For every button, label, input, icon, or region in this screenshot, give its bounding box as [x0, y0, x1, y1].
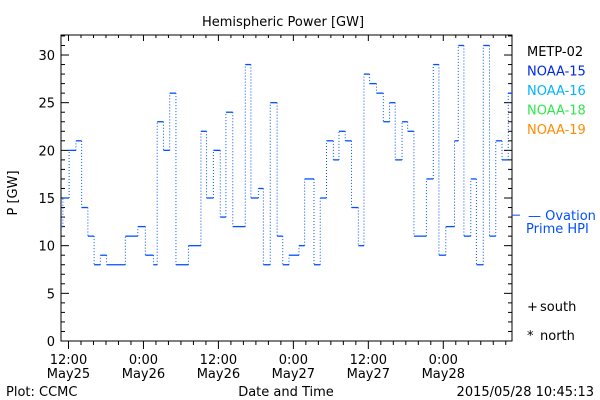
x-tick-label-date: May26	[197, 367, 240, 382]
ovation-reference: — Ovation Prime HPI	[512, 209, 596, 237]
legend: METP-02 NOAA-15 NOAA-16 NOAA-18 NOAA-19 + sout…	[527, 45, 586, 344]
x-tick-label-time: 0:00	[129, 353, 158, 368]
footer-left: Plot: CCMC	[6, 385, 77, 400]
legend-entry: NOAA-15	[527, 65, 586, 80]
x-tick-label-time: 12:00	[50, 353, 87, 368]
chart-title: Hemispheric Power [GW]	[202, 15, 364, 30]
x-tick-label-date: May27	[272, 367, 315, 382]
footer-timestamp: 2015/05/28 10:45:13	[457, 385, 594, 400]
y-tick-label: 10	[38, 240, 55, 255]
legend-entry: NOAA-18	[527, 104, 586, 119]
legend-marker-label: north	[540, 329, 575, 344]
legend-marker-label: south	[540, 300, 576, 315]
y-tick-label: 5	[47, 287, 55, 302]
y-tick-label: 15	[38, 192, 55, 207]
ovation-label-1: — Ovation	[528, 209, 596, 224]
x-tick-label-date: May26	[122, 367, 165, 382]
y-axis-label: P [GW]	[6, 170, 21, 215]
x-tick-labels: 12:00May250:00May2612:00May260:00May2712…	[47, 353, 465, 382]
plot-frame	[60, 34, 513, 342]
x-axis-label: Date and Time	[238, 385, 334, 400]
x-tick-label-date: May25	[47, 367, 90, 382]
axes	[60, 34, 513, 349]
x-tick-label-time: 0:00	[429, 353, 458, 368]
y-tick-label: 30	[38, 49, 55, 64]
x-tick-label-date: May27	[347, 367, 390, 382]
x-tick-label-time: 0:00	[279, 353, 308, 368]
y-tick-label: 20	[38, 144, 55, 159]
ovation-label-2: Prime HPI	[526, 222, 589, 237]
y-tick-labels: 0 5 10 15 20 25 30	[38, 49, 55, 350]
legend-entry: NOAA-16	[527, 84, 586, 99]
x-tick-label-time: 12:00	[200, 353, 237, 368]
legend-entry: METP-02	[527, 45, 583, 60]
y-tick-label: 0	[47, 335, 55, 350]
legend-marker-symbol: +	[527, 300, 538, 315]
y-tick-label: 25	[38, 97, 55, 112]
x-tick-label-date: May28	[422, 367, 465, 382]
legend-entry: NOAA-19	[527, 123, 586, 138]
x-tick-label-time: 12:00	[350, 353, 387, 368]
series-noaa-15	[61, 44, 512, 266]
legend-marker-symbol: *	[527, 329, 534, 344]
